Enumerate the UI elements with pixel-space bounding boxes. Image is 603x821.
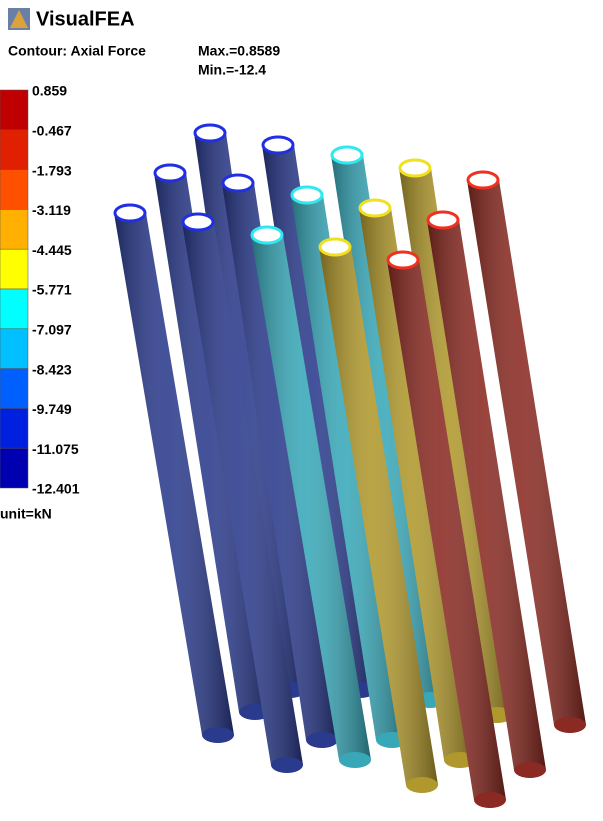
legend-label: 0.859 <box>32 83 67 99</box>
column-bottom <box>306 732 338 748</box>
column-top <box>153 163 187 183</box>
legend-band <box>0 368 29 409</box>
legend-label: -7.097 <box>32 322 72 338</box>
column-bottom <box>474 792 506 808</box>
legend-label: -8.423 <box>32 361 72 377</box>
model <box>113 123 586 808</box>
column <box>221 173 338 748</box>
contour-min: Min.=-12.4 <box>198 62 266 78</box>
legend-band <box>0 209 29 250</box>
column <box>113 203 234 743</box>
legend-label: -0.467 <box>32 123 72 139</box>
column-top <box>398 158 432 178</box>
column-shade <box>251 235 371 760</box>
column-top <box>426 210 460 230</box>
legend-band <box>0 129 29 170</box>
column-bottom <box>339 752 371 768</box>
column-shade <box>114 213 234 735</box>
legend-label: -5.771 <box>32 282 72 298</box>
column <box>250 225 371 768</box>
contour-max: Max.=0.8589 <box>198 43 280 59</box>
legend: 0.859 -0.467 -1.793 -3.119 -4.445 -5.771 -7.09… <box>0 83 80 497</box>
legend-unit: unit=kN <box>0 506 52 522</box>
column-bottom <box>554 717 586 733</box>
legend-label: -4.445 <box>32 242 72 258</box>
column-bottom <box>271 757 303 773</box>
legend-band <box>0 89 29 131</box>
column-top <box>250 225 284 245</box>
column-shade <box>319 247 438 785</box>
app-title: VisualFEA <box>36 8 135 30</box>
column-top <box>318 237 352 257</box>
legend-label: -1.793 <box>32 162 72 178</box>
column <box>386 250 506 808</box>
legend-label: -11.075 <box>32 441 79 457</box>
column-bottom <box>202 727 234 743</box>
logo <box>8 8 30 30</box>
column-top <box>261 135 295 155</box>
column-top <box>386 250 420 270</box>
column-shade <box>182 222 303 765</box>
column-top <box>113 203 147 223</box>
legend-band <box>0 169 29 210</box>
column <box>181 212 303 773</box>
column-top <box>221 173 255 193</box>
legend-band <box>0 328 29 369</box>
legend-band <box>0 447 29 489</box>
column-bottom <box>406 777 438 793</box>
column-top <box>181 212 215 232</box>
column-top <box>466 170 500 190</box>
column-shade <box>387 260 506 800</box>
legend-band <box>0 248 29 290</box>
column <box>426 210 546 778</box>
column-top <box>193 123 227 143</box>
contour-label: Contour: Axial Force <box>8 43 146 59</box>
legend-label: -9.749 <box>32 401 72 417</box>
column-shade <box>467 180 586 725</box>
column-bottom <box>514 762 546 778</box>
column-top <box>358 198 392 218</box>
column <box>318 237 438 793</box>
legend-label: -3.119 <box>32 202 71 218</box>
column-shade <box>427 220 546 770</box>
column-top <box>290 185 324 205</box>
legend-label: -12.401 <box>32 481 80 497</box>
column-top <box>330 145 364 165</box>
legend-band <box>0 288 29 330</box>
column <box>466 170 586 733</box>
legend-band <box>0 408 29 449</box>
column-shade <box>222 183 338 740</box>
